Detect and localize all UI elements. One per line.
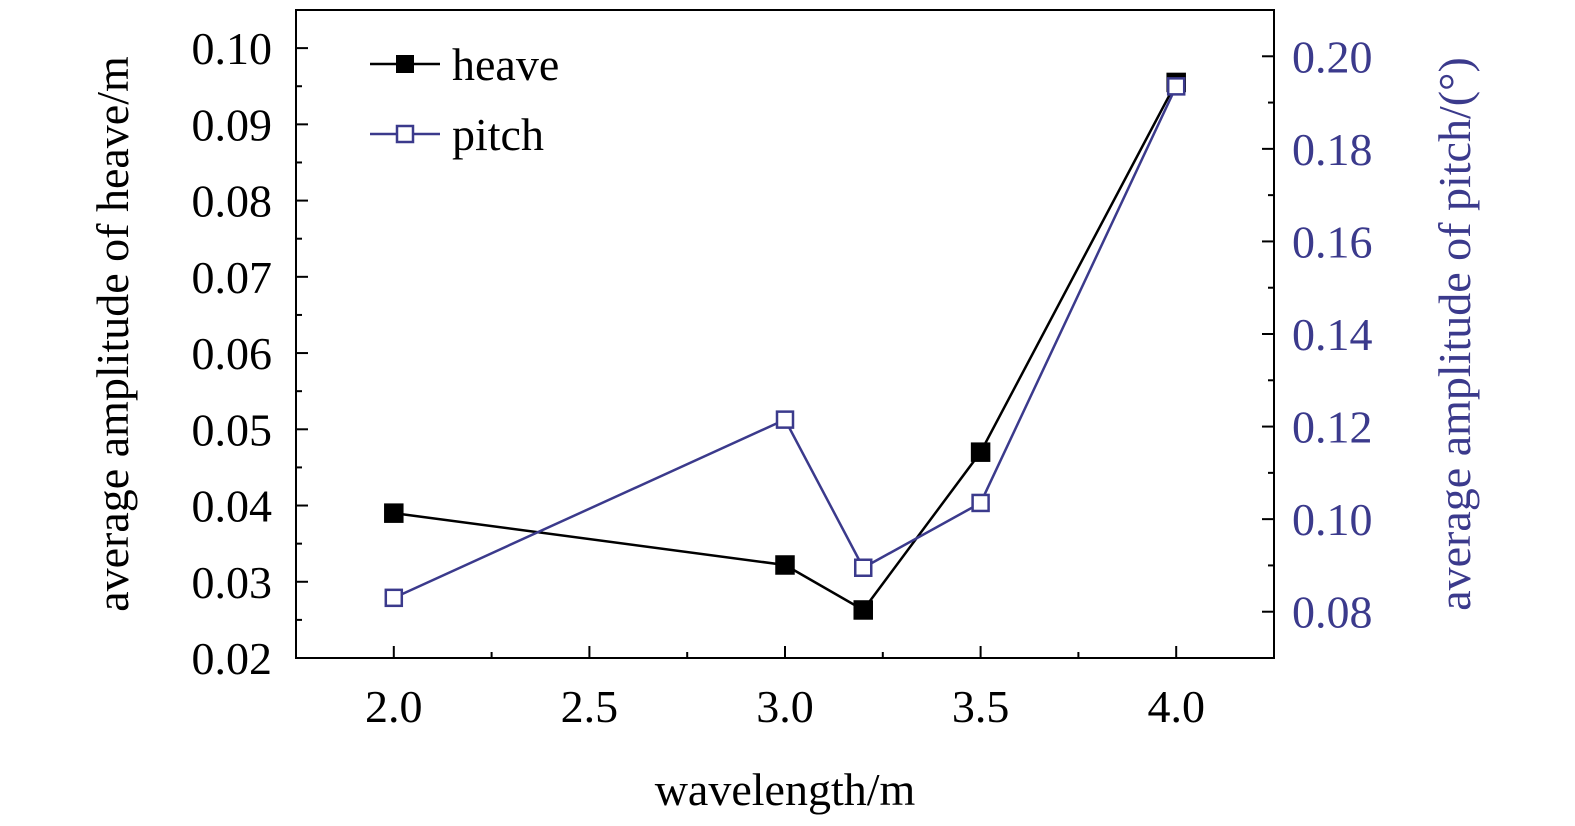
x-tick-label: 4.0 [1147, 681, 1205, 732]
left-tick-label: 0.09 [192, 99, 273, 150]
right-tick-label: 0.18 [1292, 124, 1373, 175]
heave-line [393, 81, 1178, 612]
heave-point [853, 600, 873, 620]
left-tick-label: 0.06 [192, 328, 273, 379]
right-axis-title: average amplitude of pitch/(°) [1429, 57, 1480, 611]
x-tick-label: 3.0 [756, 681, 814, 732]
pitch-point [1166, 77, 1186, 96]
heave-point [384, 503, 404, 523]
heave-point [970, 442, 991, 462]
left-tick-label: 0.10 [192, 23, 273, 74]
left-tick-label: 0.08 [192, 176, 273, 227]
pitch-line [393, 85, 1178, 599]
pitch-point [775, 410, 795, 429]
legend: heave pitch [370, 39, 559, 160]
pitch-point [853, 558, 873, 577]
legend-heave-label: heave [452, 39, 559, 90]
x-axis-ticks: 2.0 2.5 3.0 3.5 4.0 [365, 646, 1205, 732]
right-tick-label: 0.20 [1292, 31, 1373, 82]
left-tick-label: 0.03 [192, 557, 273, 608]
left-axis-title: average amplitude of heave/m [87, 56, 138, 612]
left-tick-label: 0.05 [192, 404, 273, 455]
legend-pitch-marker [395, 124, 415, 144]
legend-heave-marker [396, 55, 414, 73]
right-axis-ticks: 0.08 0.10 0.12 0.14 0.16 0.18 0.20 [1262, 9, 1373, 638]
series-layer [384, 72, 1186, 620]
x-tick-label: 2.0 [365, 681, 423, 732]
left-tick-label: 0.04 [192, 481, 273, 532]
right-tick-label: 0.16 [1292, 216, 1373, 267]
heave-point [775, 555, 795, 575]
x-axis-title: wavelength/m [655, 764, 916, 815]
pitch-point [971, 493, 990, 513]
right-tick-label: 0.08 [1292, 587, 1373, 638]
x-tick-label: 3.5 [952, 681, 1010, 732]
left-axis-ticks: 0.02 0.03 0.04 0.05 0.06 0.07 0.08 0.09 0.10 [192, 9, 308, 684]
left-tick-label: 0.07 [192, 252, 273, 303]
pitch-point [384, 588, 404, 608]
left-tick-label: 0.02 [192, 633, 273, 684]
right-tick-label: 0.10 [1292, 494, 1373, 545]
legend-pitch-label: pitch [452, 109, 544, 160]
right-tick-label: 0.14 [1292, 309, 1373, 360]
right-tick-label: 0.12 [1292, 402, 1373, 453]
x-tick-label: 2.5 [561, 681, 619, 732]
